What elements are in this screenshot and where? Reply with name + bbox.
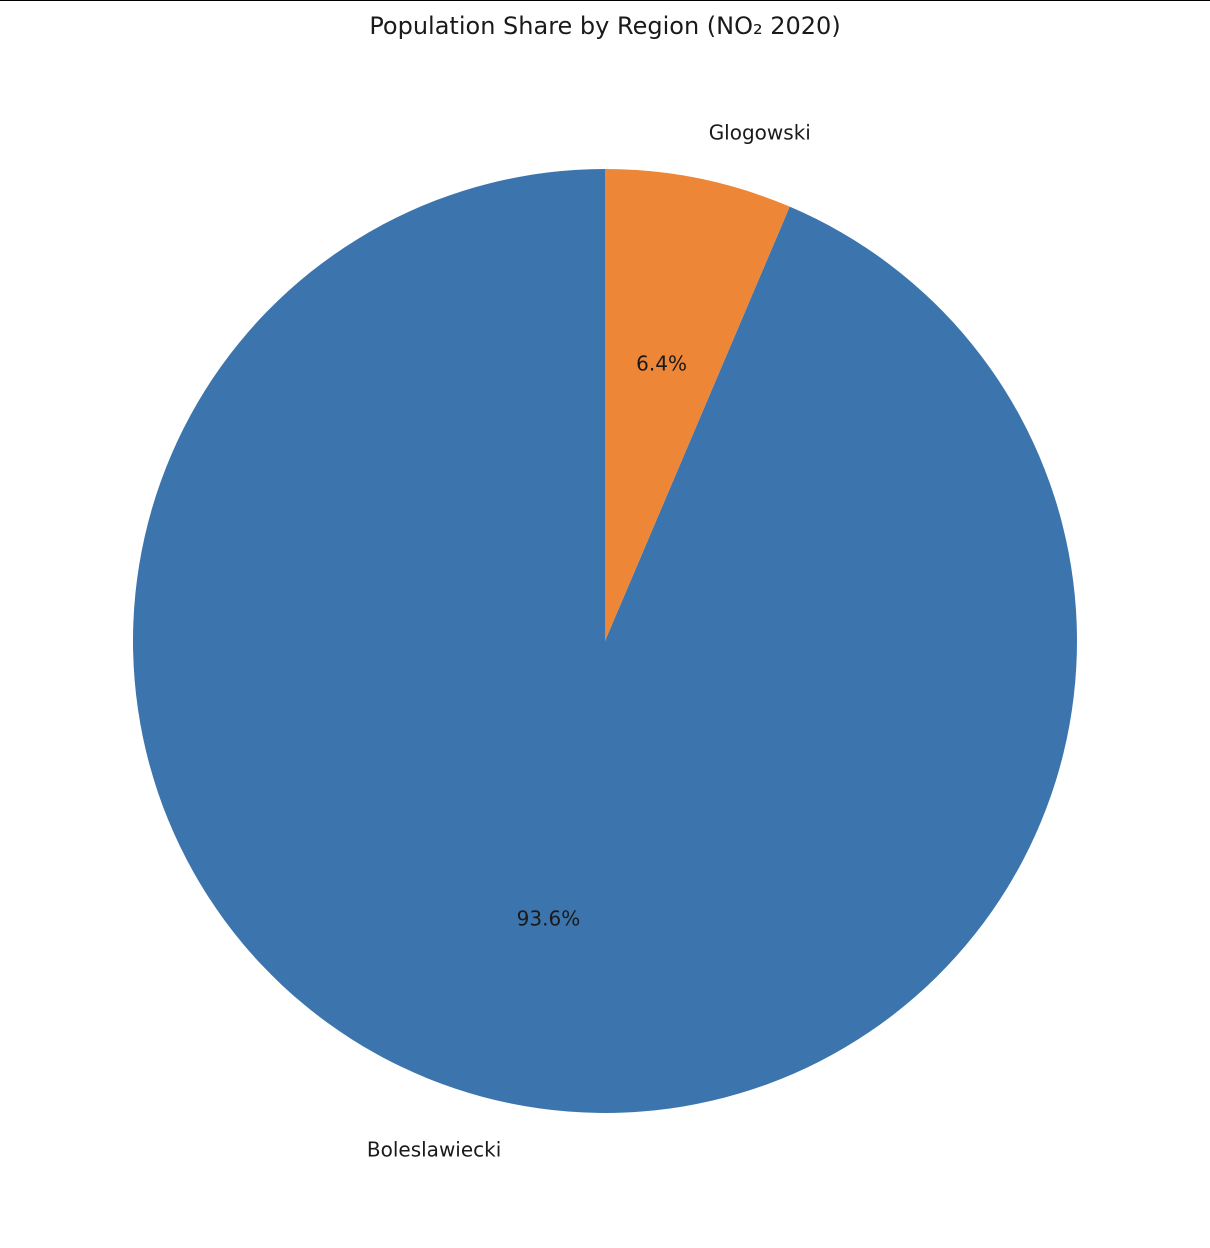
pie-category-label-glogowski: Glogowski xyxy=(709,120,811,144)
figure-top-border xyxy=(0,0,1210,1)
chart-title: Population Share by Region (NO₂ 2020) xyxy=(369,12,841,40)
pie-value-label-glogowski: 6.4% xyxy=(636,352,687,376)
pie-slice-glogowski xyxy=(605,169,790,641)
pie-value-label-boleslawiecki: 93.6% xyxy=(517,906,581,930)
pie-category-label-boleslawiecki: Boleslawiecki xyxy=(367,1138,501,1162)
